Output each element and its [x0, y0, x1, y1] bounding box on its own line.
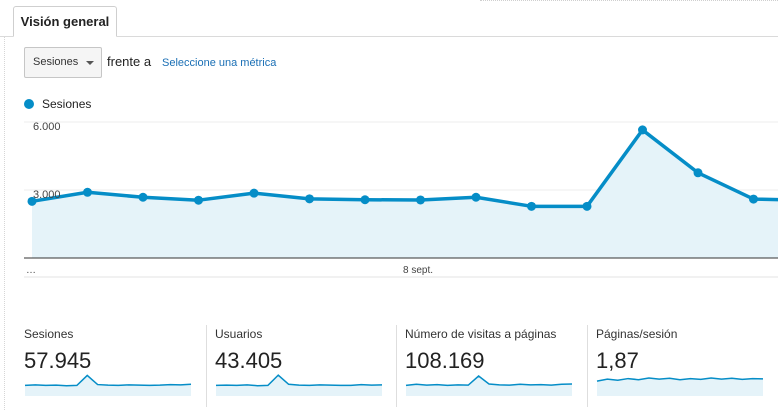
summary-metric-value: 1,87: [596, 348, 639, 373]
summary-metric-value: 57.945: [24, 348, 92, 373]
summary-divider: [587, 325, 588, 407]
summary-divider: [396, 325, 397, 407]
data-point[interactable]: [83, 187, 92, 197]
x-tick-label: 8 sept.: [403, 265, 433, 276]
sparkline-area: [406, 376, 572, 396]
top-dotted-rule: [480, 0, 778, 1]
summary-metric[interactable]: Páginas/sesión 1,87: [587, 320, 777, 408]
sessions-line-chart: 6.000 3.000 … 8 sept.: [24, 121, 778, 278]
x-tick-label: …: [26, 265, 36, 276]
summary-metric-value: 43.405: [215, 348, 283, 373]
sparkline-line: [215, 374, 383, 387]
select-metric-link[interactable]: Seleccione una métrica: [162, 57, 277, 69]
sparkline-line: [596, 377, 764, 382]
data-point[interactable]: [138, 192, 148, 202]
compare-label: frente a: [107, 54, 152, 69]
sparkline-line: [24, 374, 192, 387]
summary-divider: [206, 325, 207, 407]
left-dotted-rail: [4, 37, 5, 410]
summary-metric-title: Número de visitas a páginas: [405, 327, 557, 341]
data-point[interactable]: [416, 195, 425, 205]
summary-metric[interactable]: Número de visitas a páginas 108.169: [396, 320, 587, 408]
sparkline: [215, 374, 383, 396]
summary-metric-value: 108.169: [405, 348, 485, 373]
summary-metric[interactable]: Usuarios 43.405: [206, 320, 396, 408]
data-point[interactable]: [749, 194, 758, 204]
metric-select-value: Sesiones: [33, 56, 79, 68]
metrics-summary: Sesiones 57.945 Usuarios 43.405 Número de vi…: [0, 320, 778, 410]
tab-overview[interactable]: Visión general: [13, 6, 117, 37]
sparkline: [24, 374, 192, 396]
data-point[interactable]: [249, 188, 259, 198]
data-point[interactable]: [360, 195, 370, 205]
metric-select[interactable]: Sesiones: [24, 47, 102, 78]
data-point[interactable]: [194, 195, 203, 205]
legend-label: Sesiones: [42, 97, 92, 111]
data-point[interactable]: [305, 194, 314, 204]
series-area: [32, 129, 778, 258]
data-point[interactable]: [27, 196, 37, 206]
summary-metric-title: Usuarios: [215, 327, 263, 341]
tab-bar-divider: [0, 36, 778, 37]
sparkline: [405, 375, 573, 396]
sparkline-line: [405, 375, 573, 387]
summary-metric-title: Sesiones: [24, 327, 74, 341]
sparkline: [596, 377, 764, 396]
legend-dot-icon: [24, 99, 34, 109]
y-tick-label: 3.000: [33, 189, 61, 201]
data-point[interactable]: [471, 192, 481, 202]
data-point[interactable]: [582, 201, 592, 211]
summary-metric-title: Páginas/sesión: [596, 327, 678, 341]
data-point[interactable]: [527, 201, 536, 211]
data-point[interactable]: [693, 168, 703, 178]
data-point[interactable]: [638, 125, 647, 135]
y-tick-label: 6.000: [33, 121, 61, 133]
chevron-down-icon: [86, 61, 94, 65]
sparkline-area: [597, 378, 763, 396]
summary-metric[interactable]: Sesiones 57.945: [24, 320, 206, 408]
